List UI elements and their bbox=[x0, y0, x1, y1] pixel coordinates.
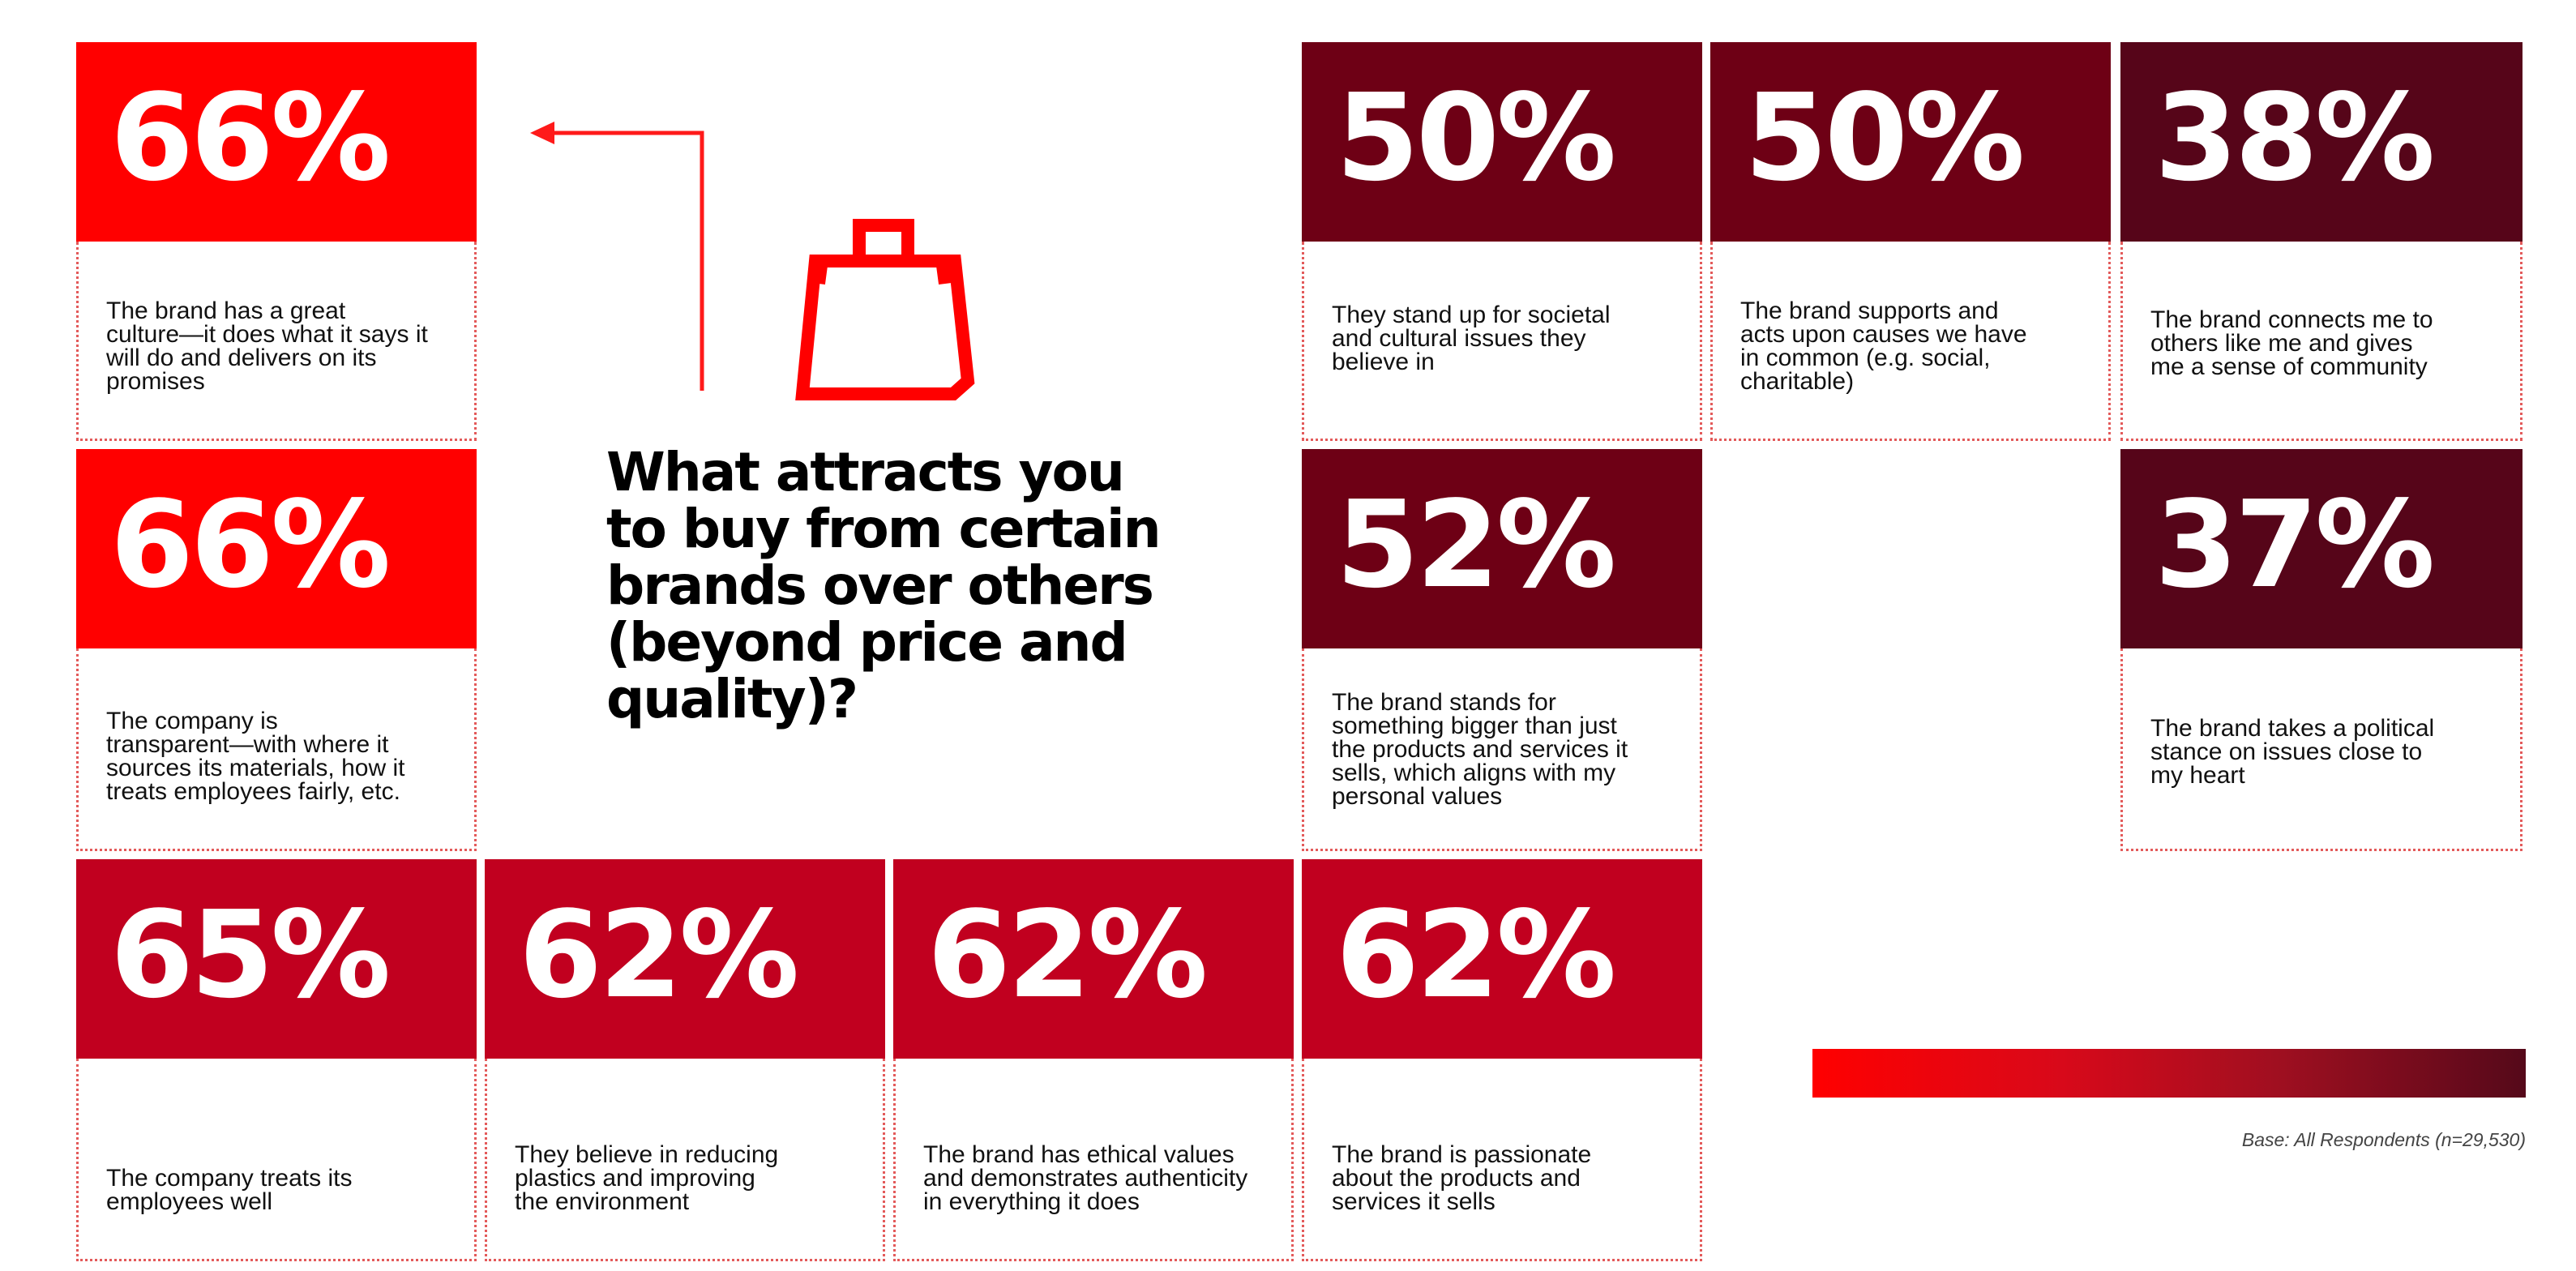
stat-header: 62% bbox=[1302, 859, 1702, 1059]
base-note: Base: All Respondents (n=29,530) bbox=[2241, 1129, 2526, 1150]
stat-label: They stand up for societal and cultural … bbox=[1332, 302, 1611, 375]
stat-tile-political: 37% The brand takes a political stance o… bbox=[2120, 449, 2523, 851]
stat-tile-societal: 50% They stand up for societal and cultu… bbox=[1302, 42, 1702, 441]
stat-header: 50% bbox=[1710, 42, 2111, 242]
stat-tile-causes: 50% The brand supports and acts upon cau… bbox=[1710, 42, 2111, 441]
stat-tile-employees: 65% The company treats its employees wel… bbox=[76, 859, 477, 1261]
stat-header: 66% bbox=[76, 449, 477, 648]
stat-header: 38% bbox=[2120, 42, 2523, 242]
stat-body: They believe in reducing plastics and im… bbox=[485, 1059, 885, 1261]
stat-label: The brand connects me to others like me … bbox=[2150, 306, 2433, 380]
stat-label: The company treats its employees well bbox=[106, 1165, 353, 1215]
stat-value: 50% bbox=[1744, 68, 2025, 208]
stat-label: The company is transparent—with where it… bbox=[106, 708, 405, 805]
stat-body: They stand up for societal and cultural … bbox=[1302, 242, 1702, 441]
stat-value: 37% bbox=[2155, 475, 2435, 614]
stat-body: The brand is passionate about the produc… bbox=[1302, 1059, 1702, 1261]
stat-value: 66% bbox=[110, 475, 391, 614]
stat-body: The brand takes a political stance on is… bbox=[2120, 648, 2523, 851]
stat-tile-passionate: 62% The brand is passionate about the pr… bbox=[1302, 859, 1702, 1261]
stat-tile-culture: 66% The brand has a great culture—it doe… bbox=[76, 42, 477, 441]
stat-header: 52% bbox=[1302, 449, 1702, 648]
stat-label: The brand supports and acts upon causes … bbox=[1740, 297, 2027, 395]
stat-value: 62% bbox=[1336, 885, 1616, 1025]
stat-body: The brand connects me to others like me … bbox=[2120, 242, 2523, 441]
stat-tile-plastics: 62% They believe in reducing plastics an… bbox=[485, 859, 885, 1261]
stat-value: 62% bbox=[927, 885, 1208, 1025]
stat-value: 52% bbox=[1336, 475, 1616, 614]
stat-label: The brand takes a political stance on is… bbox=[2150, 715, 2435, 789]
stat-label: The brand is passionate about the produc… bbox=[1332, 1141, 1592, 1215]
stat-value: 65% bbox=[110, 885, 391, 1025]
stat-tile-bigger: 52% The brand stands for something bigge… bbox=[1302, 449, 1702, 851]
chart-title: What attracts you to buy from certain br… bbox=[606, 441, 1162, 730]
stat-tile-ethical: 62% The brand has ethical values and dem… bbox=[893, 859, 1294, 1261]
color-scale-bar bbox=[1812, 1049, 2526, 1098]
stat-header: 62% bbox=[893, 859, 1294, 1059]
stat-header: 50% bbox=[1302, 42, 1702, 242]
stat-label: The brand has ethical values and demonst… bbox=[923, 1141, 1248, 1215]
stat-body: The brand stands for something bigger th… bbox=[1302, 648, 1702, 851]
stat-header: 37% bbox=[2120, 449, 2523, 648]
stat-body: The company treats its employees well bbox=[76, 1059, 477, 1261]
arrow-left-icon bbox=[530, 122, 704, 391]
stat-body: The brand supports and acts upon causes … bbox=[1710, 242, 2111, 441]
stat-header: 66% bbox=[76, 42, 477, 242]
stat-body: The brand has ethical values and demonst… bbox=[893, 1059, 1294, 1261]
shopping-bag-icon bbox=[795, 219, 975, 400]
stat-label: The brand stands for something bigger th… bbox=[1332, 689, 1628, 810]
stat-tile-transparent: 66% The company is transparent—with wher… bbox=[76, 449, 477, 851]
stat-label: The brand has a great culture—it does wh… bbox=[106, 297, 428, 395]
stat-header: 62% bbox=[485, 859, 885, 1059]
stat-label: They believe in reducing plastics and im… bbox=[515, 1141, 779, 1215]
stat-body: The brand has a great culture—it does wh… bbox=[76, 242, 477, 441]
stat-tile-community: 38% The brand connects me to others like… bbox=[2120, 42, 2523, 441]
stat-header: 65% bbox=[76, 859, 477, 1059]
stat-body: The company is transparent—with where it… bbox=[76, 648, 477, 851]
stat-value: 66% bbox=[110, 68, 391, 208]
stat-value: 62% bbox=[519, 885, 799, 1025]
stat-value: 38% bbox=[2155, 68, 2435, 208]
stat-value: 50% bbox=[1336, 68, 1616, 208]
